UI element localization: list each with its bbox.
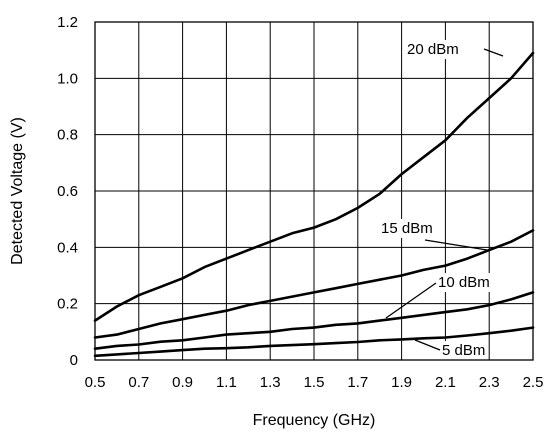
- series-label-backdrop: [436, 273, 492, 292]
- series-label-backdrop: [405, 40, 461, 59]
- series-lines: [93, 51, 535, 358]
- series-leader-line: [483, 48, 504, 57]
- x-tick-label: 2.3: [479, 374, 500, 391]
- y-tick-label: 0.6: [57, 183, 78, 200]
- series-leader-line: [385, 282, 437, 319]
- y-tick-label: 0.2: [57, 296, 78, 313]
- x-tick-label: 2.5: [523, 374, 544, 391]
- x-tick-labels: 0.5 0.7 0.9 1.1 1.3 1.5 1.7 1.9 2.1 2.3 2.5: [85, 374, 544, 391]
- y-tick-label: 0: [70, 352, 78, 369]
- x-tick-label: 1.5: [304, 374, 325, 391]
- series-label-backdrop: [440, 341, 488, 360]
- x-tick-label: 1.9: [391, 374, 412, 391]
- x-tick-label: 2.1: [435, 374, 456, 391]
- series-label: 20 dBm: [407, 41, 459, 58]
- series-annotations: 20 dBm 15 dBm 10 dBm 5 dBm: [379, 40, 504, 360]
- series-label-backdrop: [379, 219, 435, 238]
- x-tick-label: 0.9: [172, 374, 193, 391]
- y-axis-label: Detected Voltage (V): [9, 117, 26, 265]
- x-tick-label: 1.1: [216, 374, 237, 391]
- y-tick-label: 1.2: [57, 14, 78, 31]
- series-line-5-dbm: [93, 326, 535, 358]
- x-axis-label: Frequency (GHz): [253, 412, 376, 429]
- plot-frame: [94, 21, 534, 361]
- series-label: 10 dBm: [438, 274, 490, 291]
- y-tick-label: 0.8: [57, 127, 78, 144]
- series-line-15-dbm: [93, 229, 535, 339]
- x-tick-label: 1.7: [347, 374, 368, 391]
- series-line-10-dbm: [93, 291, 535, 350]
- y-tick-labels: 0 0.2 0.4 0.6 0.8 1.0 1.2: [57, 14, 78, 369]
- series-label: 5 dBm: [442, 342, 485, 359]
- x-tick-label: 0.7: [128, 374, 149, 391]
- y-tick-label: 1.0: [57, 70, 78, 87]
- series-line-20-dbm: [93, 51, 535, 322]
- x-tick-label: 1.3: [260, 374, 281, 391]
- series-leader-line: [414, 339, 441, 351]
- x-tick-label: 0.5: [85, 374, 106, 391]
- series-leader-line: [424, 239, 488, 251]
- y-tick-label: 0.4: [57, 239, 78, 256]
- series-label: 15 dBm: [381, 220, 433, 237]
